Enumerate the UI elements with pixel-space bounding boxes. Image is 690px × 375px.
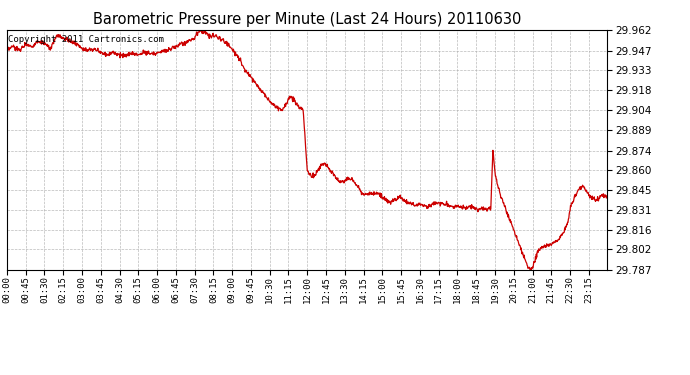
Title: Barometric Pressure per Minute (Last 24 Hours) 20110630: Barometric Pressure per Minute (Last 24 … bbox=[93, 12, 521, 27]
Text: Copyright 2011 Cartronics.com: Copyright 2011 Cartronics.com bbox=[8, 35, 164, 44]
